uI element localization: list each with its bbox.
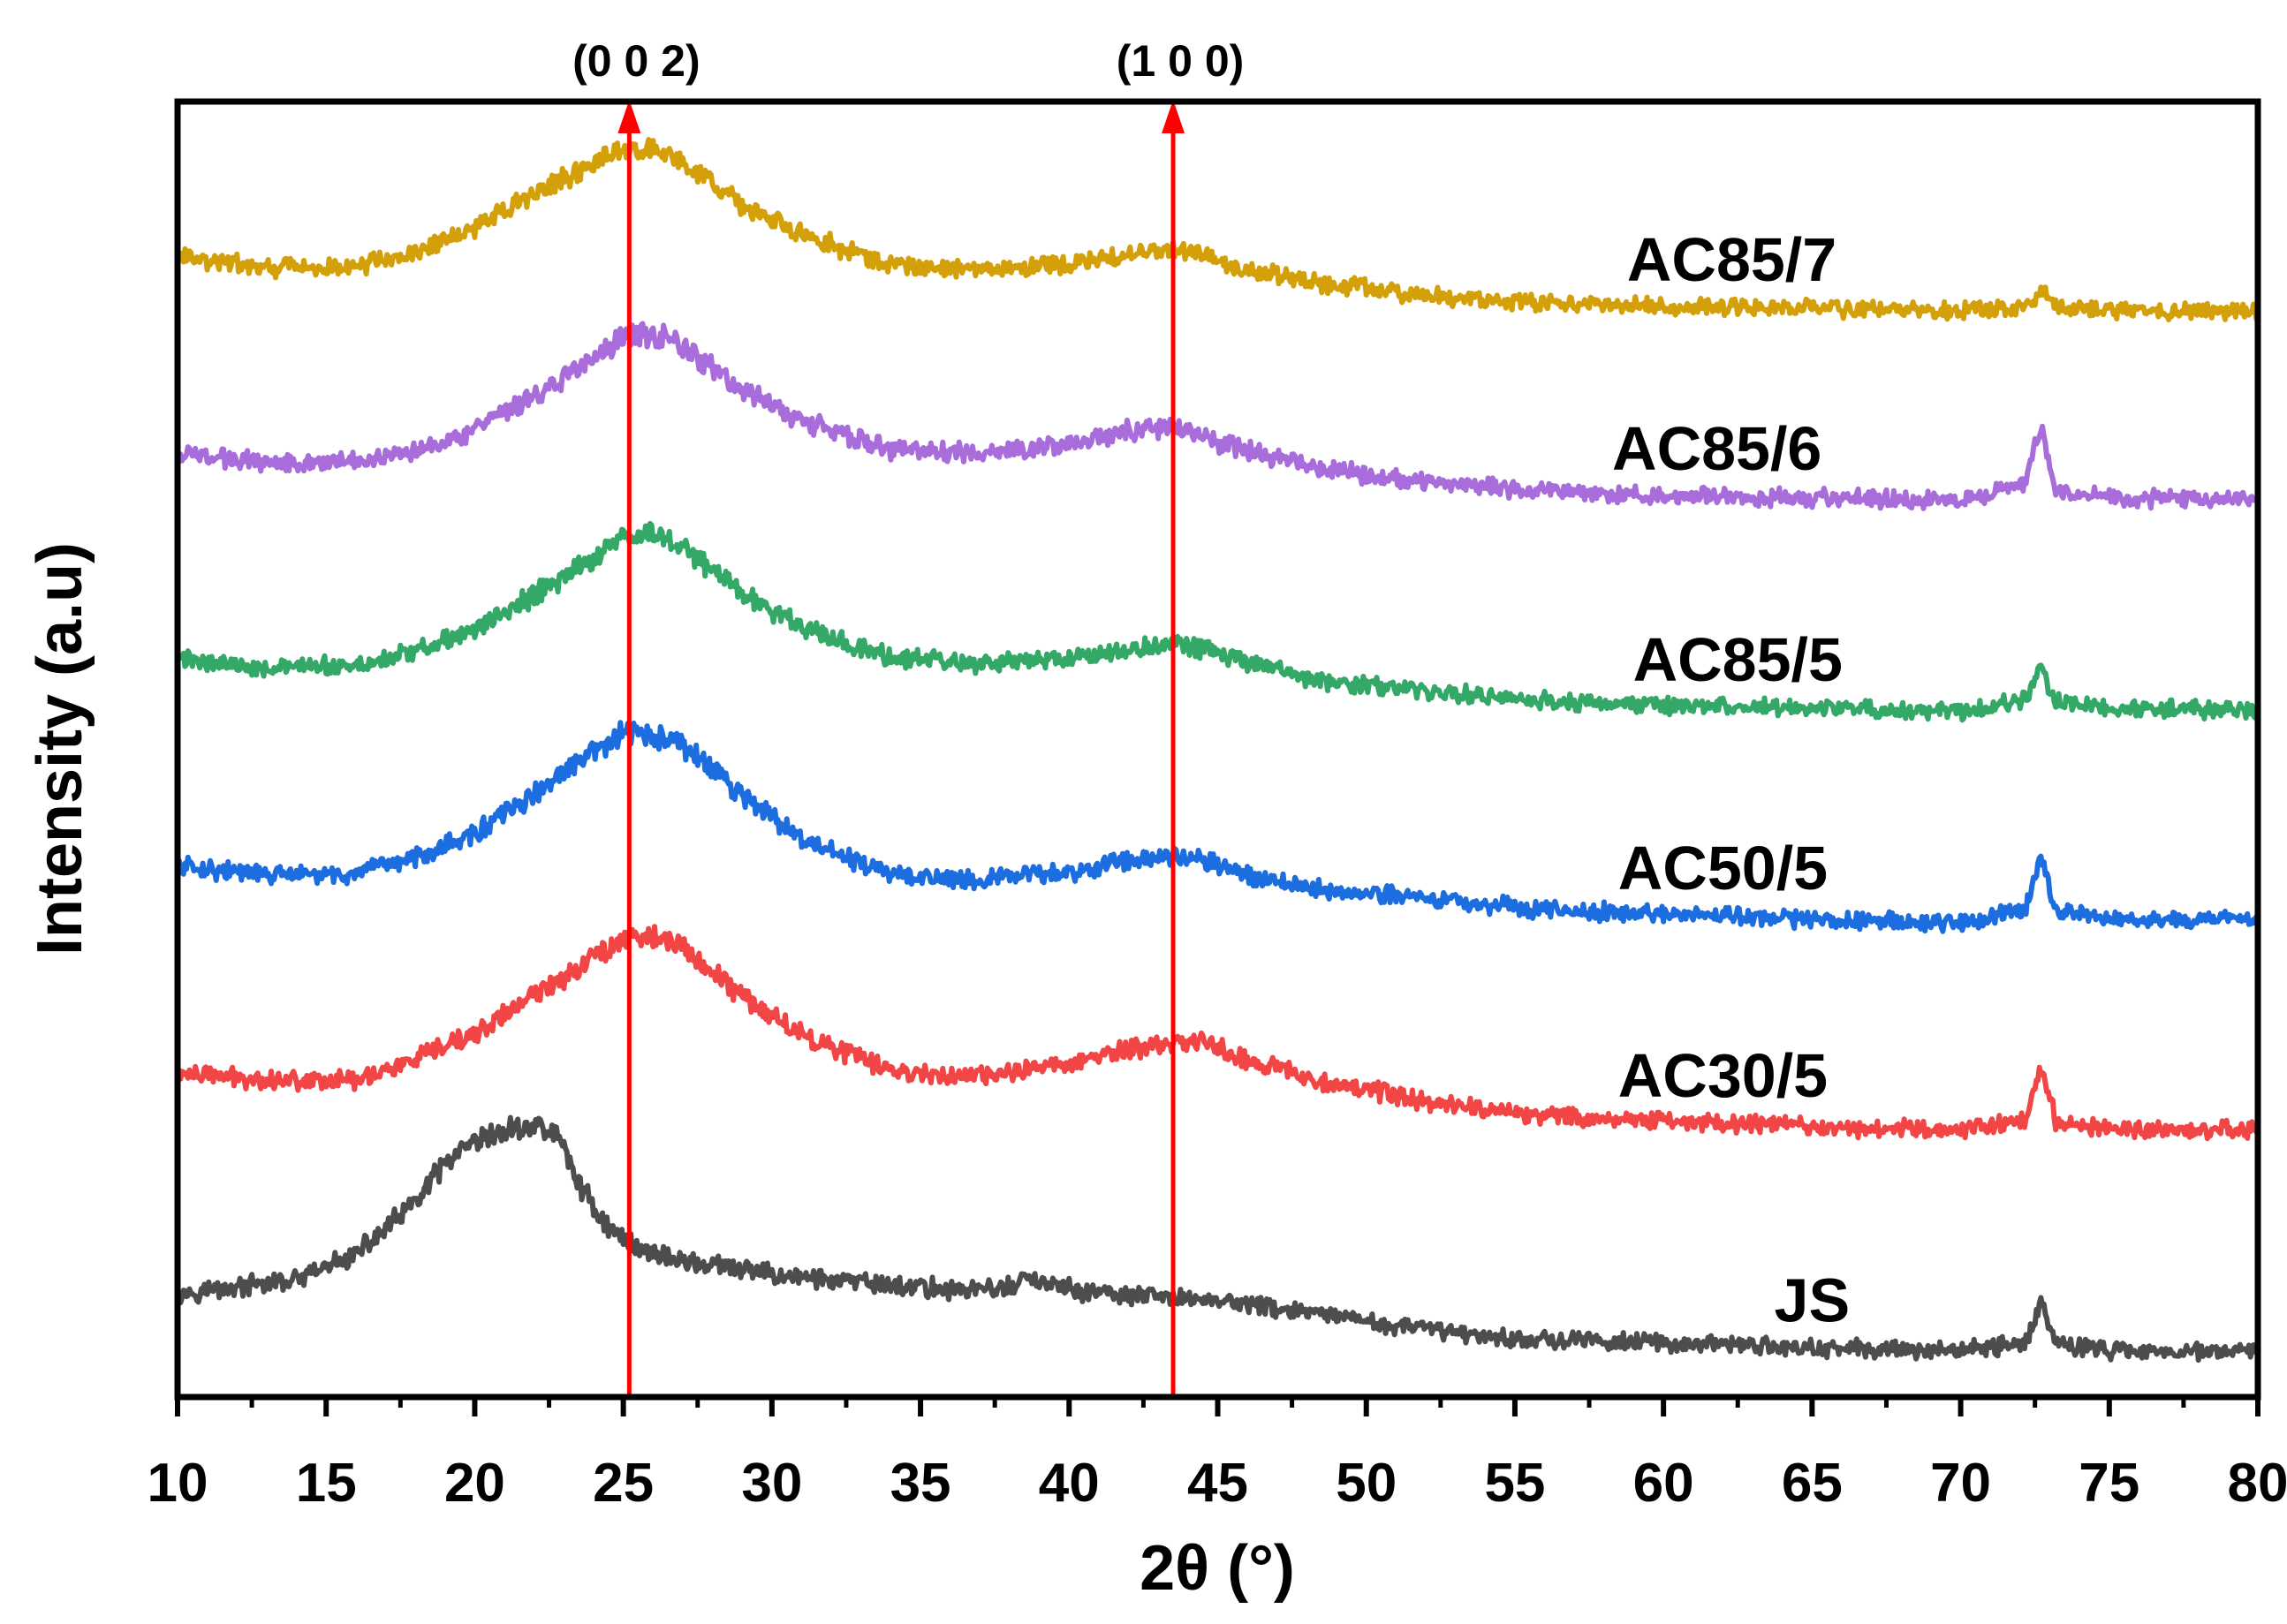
x-tick-label: 35	[890, 1453, 951, 1514]
series-label-layer: JS AC30/5 AC50/5 AC85/5 AC85/6 AC85/7	[1612, 225, 1850, 1334]
reference-arrowhead-1-0-0	[1162, 100, 1185, 133]
x-tick-label: 65	[1782, 1453, 1843, 1514]
series-line-ac30-5	[175, 924, 2260, 1142]
x-tick-label: 40	[1039, 1453, 1100, 1514]
x-tick-label: 80	[2228, 1453, 2287, 1514]
reference-label-0-0-2: (0 0 2)	[572, 36, 700, 86]
series-line-ac85-6	[175, 321, 2260, 511]
series-line-ac50-5	[175, 720, 2260, 934]
series-label-js: JS	[1775, 1265, 1851, 1334]
x-tick-label: 50	[1336, 1453, 1397, 1514]
x-axis-title: 2θ (°)	[1140, 1533, 1295, 1604]
x-axis-ticks: 10 15 20 25 30 35 40 45 50 55 60 65 70 75 80	[148, 1397, 2287, 1514]
series-line-ac85-7	[175, 137, 2260, 323]
x-tick-label: 25	[593, 1453, 654, 1514]
reference-arrowhead-0-0-2	[617, 100, 641, 133]
x-tick-label: 20	[444, 1453, 505, 1514]
series-label-ac85-5: AC85/5	[1633, 625, 1843, 694]
series-line-js	[176, 1114, 2260, 1363]
x-tick-label: 15	[296, 1453, 357, 1514]
x-tick-label: 10	[148, 1453, 208, 1514]
series-layer	[175, 137, 2260, 1363]
series-label-ac50-5: AC50/5	[1618, 834, 1828, 903]
x-tick-label: 45	[1187, 1453, 1248, 1514]
x-tick-label: 55	[1484, 1453, 1545, 1514]
series-label-ac85-6: AC85/6	[1612, 414, 1821, 483]
reference-line-layer: (0 0 2) (1 0 0)	[572, 36, 1244, 1397]
x-tick-label: 30	[741, 1453, 802, 1514]
y-axis-title: Intensity (a.u)	[25, 542, 95, 956]
series-line-ac85-5	[176, 520, 2260, 723]
series-label-ac30-5: AC30/5	[1618, 1041, 1828, 1110]
x-tick-label: 70	[1930, 1453, 1991, 1514]
x-tick-label: 60	[1633, 1453, 1694, 1514]
x-tick-label: 75	[2079, 1453, 2139, 1514]
reference-label-1-0-0: (1 0 0)	[1117, 36, 1245, 86]
series-label-ac85-7: AC85/7	[1627, 225, 1836, 294]
plot-frame	[174, 98, 2261, 1401]
